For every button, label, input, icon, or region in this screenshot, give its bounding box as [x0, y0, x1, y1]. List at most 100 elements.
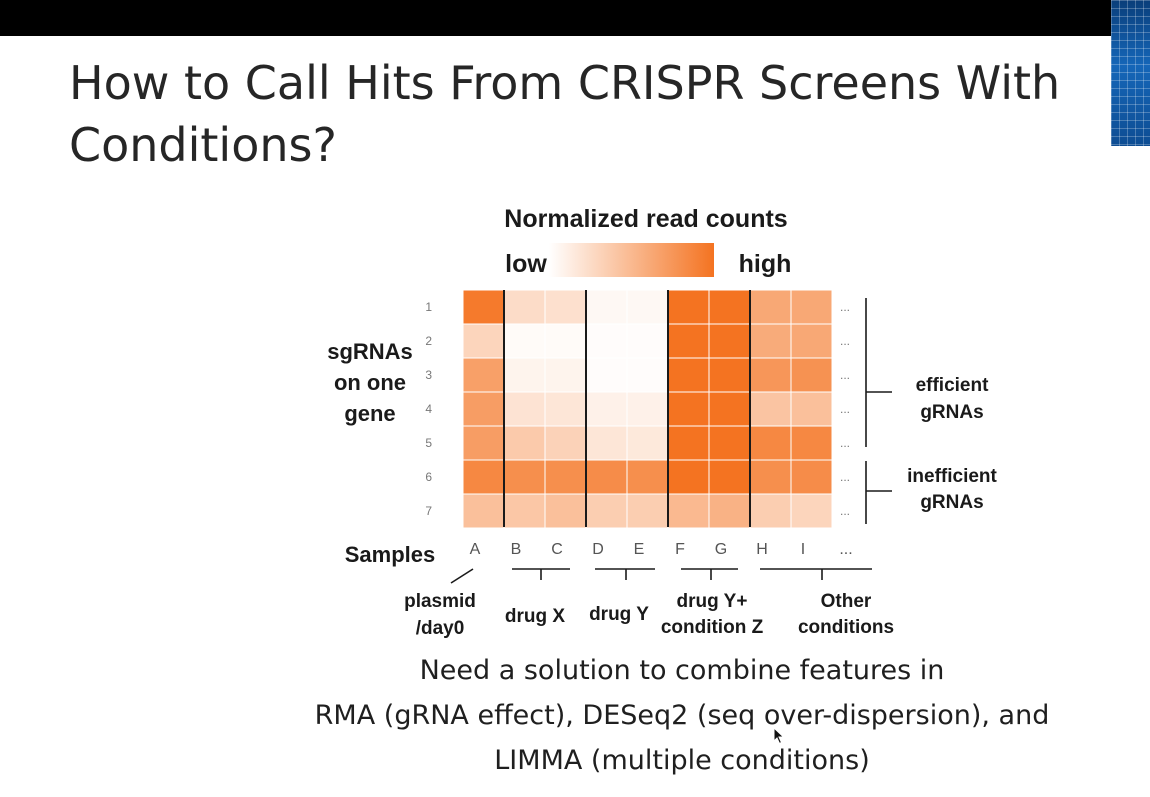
heatmap-cell-2-E: [626, 323, 669, 359]
group-bracket-plasmid: [450, 568, 474, 584]
heatmap-cell-2-F: [667, 323, 710, 359]
row-continuation-dots: ...: [840, 334, 850, 348]
sample-column-label: I: [801, 541, 805, 558]
row-tick-label: 1: [425, 300, 432, 314]
heatmap-cell-7-E: [626, 493, 669, 529]
group-label-plasmid: /day0: [416, 618, 465, 639]
row-continuation-dots: ...: [840, 300, 850, 314]
heatmap-cell-2-B: [503, 323, 546, 359]
heatmap-cell-5-H: [749, 425, 792, 461]
row-axis-label-line: sgRNAs: [327, 339, 413, 364]
heatmap-cell-7-D: [585, 493, 628, 529]
heatmap-cell-2-A: [462, 323, 505, 359]
heatmap-cell-3-H: [749, 357, 792, 393]
sample-column-label: H: [756, 541, 768, 558]
bracket-label-efficient: efficient: [916, 375, 990, 396]
row-tick-label: 7: [425, 504, 432, 518]
caption-line: LIMMA (multiple conditions): [494, 745, 870, 776]
legend-title: Normalized read counts: [504, 205, 787, 233]
heatmap-cell-5-I: [790, 425, 833, 461]
heatmap-cell-1-I: [790, 289, 833, 325]
heatmap-group-dividers: [503, 290, 751, 527]
group-label-drug-y-z: drug Y+: [677, 591, 748, 612]
group-label-drug-y-z: condition Z: [661, 617, 764, 638]
row-group-brackets: [865, 298, 892, 524]
caption-line: RMA (gRNA effect), DESeq2 (seq over-disp…: [314, 700, 1050, 731]
heatmap-cell-3-G: [708, 357, 751, 393]
sample-column-label: C: [551, 541, 563, 558]
group-label-drug-y: drug Y: [589, 604, 649, 625]
heatmap-cell-6-D: [585, 459, 628, 495]
sample-column-label: E: [634, 541, 645, 558]
row-tick-label: 4: [425, 402, 432, 416]
heatmap-cell-3-A: [462, 357, 505, 393]
heatmap-cell-7-H: [749, 493, 792, 529]
bracket-label-inefficient: gRNAs: [920, 492, 983, 513]
slide-caption: Need a solution to combine features in R…: [200, 648, 1150, 783]
heatmap-cell-5-A: [462, 425, 505, 461]
legend-color-bar: [549, 243, 714, 277]
heatmap-cell-6-H: [749, 459, 792, 495]
heatmap-cell-4-D: [585, 391, 628, 427]
heatmap-cell-5-F: [667, 425, 710, 461]
sample-column-label: A: [470, 541, 481, 558]
row-tick-label: 3: [425, 368, 432, 382]
heatmap-cell-1-B: [503, 289, 546, 325]
heatmap-cell-1-D: [585, 289, 628, 325]
heatmap-cells: [462, 289, 833, 529]
bracket-label-efficient: gRNAs: [920, 402, 983, 423]
row-continuation-dots: ...: [840, 504, 850, 518]
heatmap-cell-6-F: [667, 459, 710, 495]
heatmap-cell-7-C: [544, 493, 587, 529]
row-continuation-dots: .....................: [840, 300, 850, 518]
slide-title: How to Call Hits From CRISPR Screens Wit…: [69, 52, 1109, 176]
heatmap-cell-7-I: [790, 493, 833, 529]
group-label-plasmid: plasmid: [404, 591, 476, 612]
caption-line: Need a solution to combine features in: [419, 655, 945, 686]
sample-column-labels: A B C D E F G H I: [470, 541, 806, 558]
sample-group-brackets: [450, 568, 872, 584]
heatmap-cell-2-I: [790, 323, 833, 359]
heatmap-cell-5-D: [585, 425, 628, 461]
heatmap-cell-5-C: [544, 425, 587, 461]
heatmap-cell-4-I: [790, 391, 833, 427]
row-continuation-dots: ...: [840, 470, 850, 484]
heatmap-cell-3-E: [626, 357, 669, 393]
heatmap-cell-3-I: [790, 357, 833, 393]
heatmap-cell-4-C: [544, 391, 587, 427]
group-label-other: conditions: [798, 617, 894, 638]
heatmap-cell-6-E: [626, 459, 669, 495]
heatmap-cell-7-F: [667, 493, 710, 529]
heatmap-cell-6-A: [462, 459, 505, 495]
row-continuation-dots: ...: [840, 402, 850, 416]
heatmap-cell-6-B: [503, 459, 546, 495]
sample-column-label: B: [511, 541, 522, 558]
heatmap-cell-2-H: [749, 323, 792, 359]
window-top-bar: [0, 0, 1150, 36]
legend-low-label: low: [505, 250, 547, 278]
heatmap-cell-4-B: [503, 391, 546, 427]
heatmap-cell-6-C: [544, 459, 587, 495]
row-tick-label: 2: [425, 334, 432, 348]
slide-title-line: How to Call Hits From CRISPR Screens Wit…: [69, 56, 1061, 110]
heatmap-cell-3-D: [585, 357, 628, 393]
heatmap-cell-4-H: [749, 391, 792, 427]
heatmap-cell-5-G: [708, 425, 751, 461]
heatmap-cell-5-E: [626, 425, 669, 461]
row-continuation-dots: ...: [840, 436, 850, 450]
group-label-other: Other: [821, 591, 872, 612]
mouse-cursor-icon: [773, 727, 785, 745]
heatmap-cell-4-F: [667, 391, 710, 427]
slide-title-line: Conditions?: [69, 118, 337, 172]
row-axis-label-line: gene: [344, 401, 395, 426]
samples-label: Samples: [345, 542, 436, 567]
row-tick-labels: 1 2 3 4 5 6 7: [425, 300, 432, 518]
heatmap-cell-6-G: [708, 459, 751, 495]
heatmap-cell-7-A: [462, 493, 505, 529]
heatmap-cell-1-C: [544, 289, 587, 325]
heatmap-cell-6-I: [790, 459, 833, 495]
heatmap-cell-2-C: [544, 323, 587, 359]
heatmap-cell-7-G: [708, 493, 751, 529]
sample-continuation-dots: ...: [839, 541, 852, 558]
heatmap-cell-4-E: [626, 391, 669, 427]
